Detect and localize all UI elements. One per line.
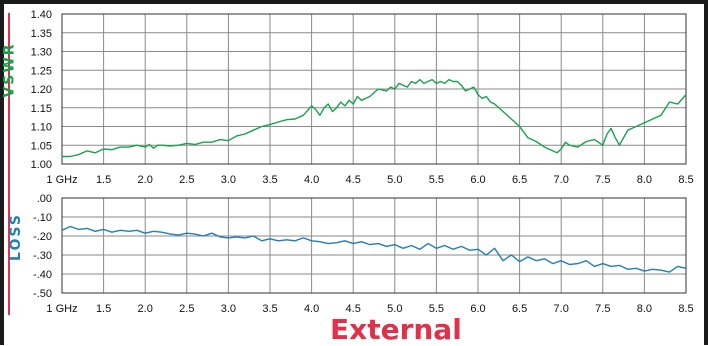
- vswr-y-tick-label: 1.05: [31, 140, 52, 152]
- loss-series-line: [61, 225, 687, 273]
- loss-y-tick-label: -.40: [33, 269, 52, 281]
- vswr-x-tick-label: 4.5: [346, 174, 361, 186]
- loss-x-tick-label: 8.0: [637, 303, 652, 315]
- vswr-y-tick-label: 1.35: [31, 28, 52, 40]
- loss-x-tick-label: 4.0: [304, 303, 319, 315]
- vswr-x-tick-label: 1 GHz: [46, 174, 77, 186]
- vswr-x-tick-label: 8.0: [637, 174, 652, 186]
- loss-x-tick-label: 1 GHz: [46, 303, 77, 315]
- vswr-series-line: [62, 78, 687, 158]
- vswr-y-tick-label: 1.10: [31, 122, 52, 134]
- vswr-x-tick-label: 7.5: [595, 174, 610, 186]
- vswr-plot-border: [61, 13, 687, 165]
- vswr-x-tick-label: 7.0: [554, 174, 569, 186]
- vswr-x-tick-label: 4.0: [304, 174, 319, 186]
- caption-title: External: [330, 313, 462, 346]
- vswr-y-tick-label: 1.20: [31, 84, 52, 96]
- loss-y-tick-label: -.10: [33, 212, 52, 224]
- loss-x-tick-label: 4.5: [346, 303, 361, 315]
- vswr-y-tick-label: 1.15: [31, 103, 52, 115]
- loss-x-tick-label: 2.0: [138, 303, 153, 315]
- loss-x-tick-label: 2.5: [179, 303, 194, 315]
- loss-y-tick-label: -.30: [33, 250, 52, 262]
- vswr-x-tick-label: 6.5: [512, 174, 527, 186]
- vswr-x-tick-label: 8.5: [678, 174, 693, 186]
- loss-y-tick-label: -.50: [33, 288, 52, 300]
- loss-y-tick-label: -.20: [33, 231, 52, 243]
- loss-x-tick-label: 5.5: [429, 303, 444, 315]
- vswr-x-tick-label: 3.5: [262, 174, 277, 186]
- vswr-y-tick-label: 1.00: [31, 159, 52, 171]
- vswr-y-tick-label: 1.30: [31, 47, 52, 59]
- loss-x-tick-label: 5.0: [387, 303, 402, 315]
- loss-x-tick-label: 6.0: [470, 303, 485, 315]
- loss-x-tick-label: 3.0: [221, 303, 236, 315]
- loss-x-tick-label: 8.5: [678, 303, 693, 315]
- loss-y-tick-label: .00: [37, 193, 52, 205]
- loss-plot-border: [61, 197, 687, 294]
- vswr-x-tick-label: 5.5: [429, 174, 444, 186]
- vswr-x-tick-label: 5.0: [387, 174, 402, 186]
- loss-x-tick-label: 6.5: [512, 303, 527, 315]
- vswr-x-tick-label: 3.0: [221, 174, 236, 186]
- vswr-x-tick-label: 6.0: [470, 174, 485, 186]
- vswr-x-tick-label: 2.5: [179, 174, 194, 186]
- loss-x-tick-label: 7.0: [554, 303, 569, 315]
- vswr-x-tick-label: 2.0: [138, 174, 153, 186]
- vswr-y-tick-label: 1.40: [31, 9, 52, 21]
- vswr-y-tick-label: 1.25: [31, 65, 52, 77]
- vswr-x-tick-label: 1.5: [96, 174, 111, 186]
- loss-x-tick-label: 1.5: [96, 303, 111, 315]
- loss-x-tick-label: 7.5: [595, 303, 610, 315]
- loss-x-tick-label: 3.5: [262, 303, 277, 315]
- left-accent-rule: [8, 13, 10, 315]
